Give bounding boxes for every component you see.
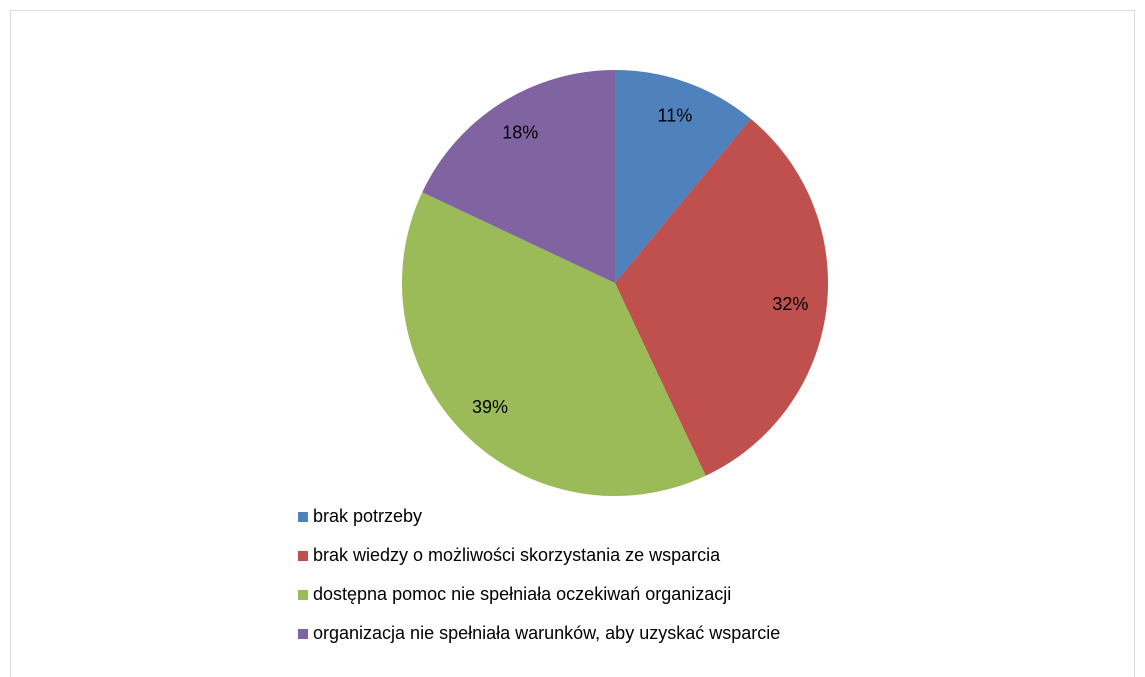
data-label: 32% bbox=[772, 294, 808, 314]
legend-label: brak potrzeby bbox=[313, 506, 422, 526]
legend-swatch bbox=[298, 551, 308, 561]
pie-slice-shade bbox=[615, 70, 751, 283]
legend-label: dostępna pomoc nie spełniała oczekiwań o… bbox=[313, 584, 731, 604]
pie-slice-shade bbox=[422, 70, 615, 283]
data-label: 39% bbox=[472, 397, 508, 417]
data-label: 18% bbox=[502, 122, 538, 142]
pie-slice-shade bbox=[402, 192, 706, 496]
legend-swatch bbox=[298, 629, 308, 639]
legend-swatch bbox=[298, 512, 308, 522]
legend-swatch bbox=[298, 590, 308, 600]
legend-label: brak wiedzy o możliwości skorzystania ze… bbox=[313, 545, 721, 565]
legend-label: organizacja nie spełniała warunków, aby … bbox=[313, 623, 780, 643]
chart-border bbox=[10, 10, 1135, 677]
pie-slice-shade bbox=[615, 118, 828, 476]
data-label: 11% bbox=[658, 105, 693, 125]
